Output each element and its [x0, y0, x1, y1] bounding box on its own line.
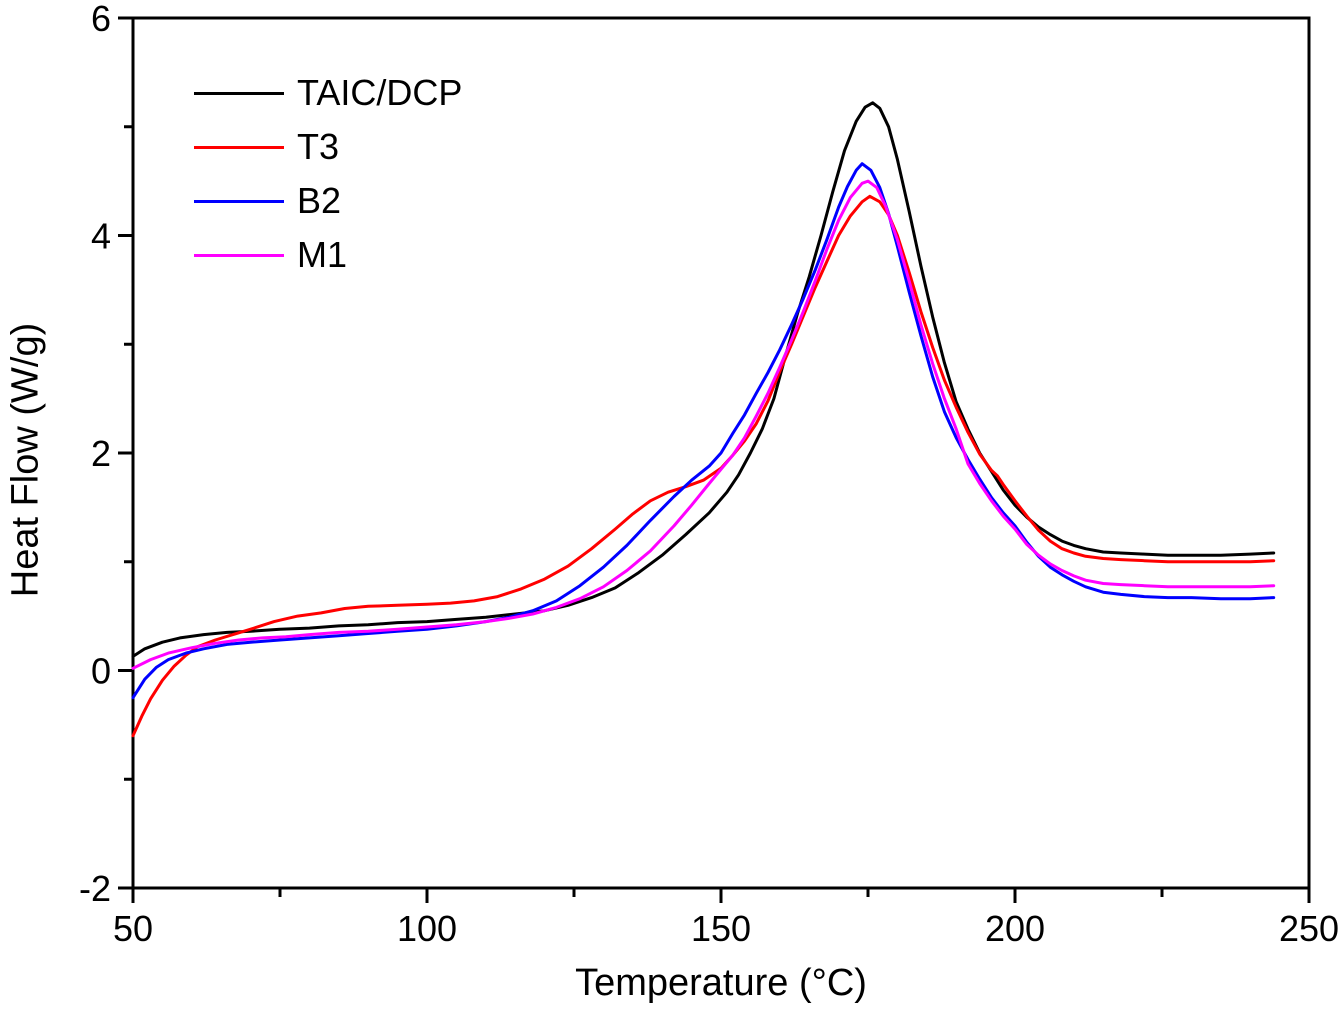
series-line-b2 — [131, 162, 1276, 700]
x-tick-label: 100 — [397, 908, 457, 949]
x-tick-label: 250 — [1279, 908, 1339, 949]
legend-line-swatch — [194, 199, 284, 203]
x-tick-label: 150 — [691, 908, 751, 949]
legend-item: TAIC/DCP — [194, 66, 462, 120]
y-tick-label: 4 — [91, 216, 111, 257]
y-tick-label: -2 — [79, 868, 111, 909]
x-axis-title: Temperature (°C) — [575, 962, 867, 1004]
legend-label: M1 — [297, 234, 348, 275]
legend-line-swatch — [194, 145, 284, 149]
x-tick-label: 200 — [985, 908, 1045, 949]
series-line-m1 — [131, 179, 1276, 670]
legend-line-swatch — [194, 91, 284, 95]
chart-legend: TAIC/DCP T3 B2 M1 — [194, 66, 462, 282]
legend-line-swatch — [194, 253, 284, 257]
y-tick-label: 0 — [91, 651, 111, 692]
legend-item: M1 — [194, 228, 462, 282]
y-tick-label: 6 — [91, 0, 111, 39]
series-line-t3 — [131, 194, 1276, 738]
legend-label: B2 — [297, 180, 342, 221]
series-line-taic-dcp — [131, 101, 1276, 658]
y-tick-label: 2 — [91, 433, 111, 474]
y-axis-title: Heat Flow (W/g) — [4, 322, 47, 598]
legend-item: B2 — [194, 174, 462, 228]
x-tick-label: 50 — [113, 908, 153, 949]
legend-label: T3 — [297, 126, 340, 167]
legend-label: TAIC/DCP — [297, 72, 463, 113]
legend-item: T3 — [194, 120, 462, 174]
